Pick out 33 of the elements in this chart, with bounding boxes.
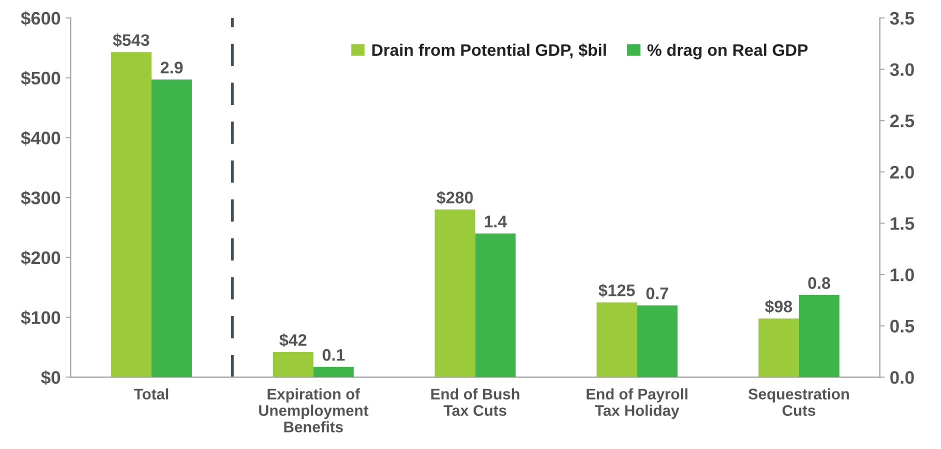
x-tick-label: Total: [134, 388, 168, 400]
y-tick-label: $400: [20, 130, 60, 146]
data-label: 0.1: [322, 349, 345, 361]
data-label: 2.9: [160, 62, 183, 74]
legend-label: Drain from Potential GDP, $bil: [372, 43, 606, 58]
x-tick-label: Sequestration Cuts: [748, 388, 849, 416]
data-label: $280: [436, 190, 473, 205]
y-tick-label: $500: [20, 70, 60, 86]
y2-tick-label: 3.0: [890, 63, 914, 76]
y2-tick-label: 1.5: [890, 217, 914, 230]
y-tick-label: $100: [20, 310, 60, 326]
y-tick-label: $300: [20, 190, 60, 206]
y-tick-label: $0: [41, 370, 60, 386]
y2-tick-label: 0.5: [890, 320, 914, 333]
x-tick-label: Expiration of Unemployment Benefits: [259, 388, 368, 432]
data-label: $42: [279, 333, 306, 348]
x-tick-label: End of Payroll Tax Holiday: [586, 388, 688, 419]
y2-tick-label: 2.0: [890, 166, 914, 179]
data-label: $98: [764, 300, 792, 314]
y-tick-label: $600: [20, 11, 60, 26]
y2-tick-label: 3.5: [890, 12, 914, 25]
data-label: $125: [598, 284, 635, 298]
data-label: 1.4: [484, 216, 507, 228]
data-label: 0.8: [808, 277, 830, 289]
data-label: $543: [112, 33, 150, 48]
x-tick-label: End of Bush Tax Cuts: [431, 388, 520, 416]
y2-tick-label: 2.5: [890, 114, 914, 128]
y2-tick-label: 0.0: [890, 371, 914, 384]
bar: [272, 352, 314, 378]
y2-tick-label: 1.0: [890, 268, 914, 282]
legend-label: % drag on Real GDP: [647, 44, 808, 60]
data-label: 0.7: [646, 287, 668, 300]
y-tick-label: $200: [20, 250, 60, 266]
